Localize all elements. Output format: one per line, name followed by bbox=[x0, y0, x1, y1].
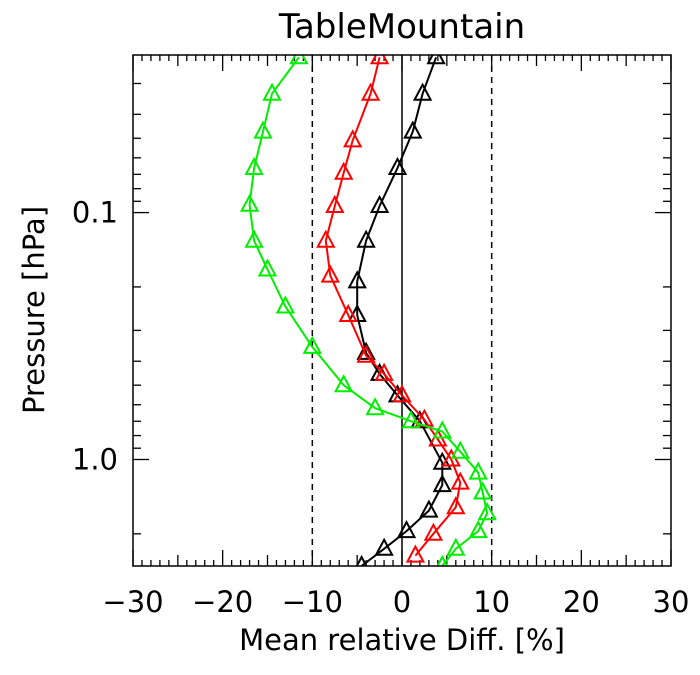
x-axis-label: Mean relative Diff. [%] bbox=[239, 623, 565, 657]
series-2 bbox=[239, 55, 497, 566]
data-point bbox=[374, 362, 394, 381]
data-point bbox=[446, 496, 466, 515]
data-point bbox=[365, 397, 385, 416]
data-point bbox=[450, 440, 470, 459]
x-tick-label: −10 bbox=[282, 585, 343, 619]
data-point bbox=[347, 270, 367, 289]
data-point bbox=[262, 82, 282, 101]
x-tick-label: 10 bbox=[473, 585, 510, 619]
data-point bbox=[374, 537, 394, 556]
data-point bbox=[356, 229, 376, 248]
data-point bbox=[436, 554, 449, 566]
x-tick-label: 20 bbox=[563, 585, 600, 619]
data-point bbox=[446, 537, 466, 556]
chart-title: TableMountain bbox=[278, 7, 525, 47]
y-tick-label: 1.0 bbox=[72, 442, 118, 476]
data-point bbox=[473, 481, 493, 500]
data-point bbox=[369, 55, 390, 65]
y-tick-labels: 0.1 1.0 bbox=[72, 196, 118, 477]
data-point bbox=[396, 519, 417, 539]
data-point bbox=[302, 335, 322, 354]
x-tick-label: −20 bbox=[192, 585, 253, 619]
data-point bbox=[244, 156, 264, 175]
data-point bbox=[316, 229, 336, 248]
data-point bbox=[387, 156, 408, 175]
data-point bbox=[334, 161, 354, 180]
data-point bbox=[412, 82, 433, 101]
data-point bbox=[338, 303, 358, 322]
reference-lines bbox=[311, 55, 493, 566]
data-point bbox=[320, 264, 340, 283]
data-point bbox=[403, 120, 423, 139]
data-point bbox=[244, 229, 264, 248]
data-point bbox=[468, 461, 488, 480]
data-point bbox=[356, 341, 376, 360]
series-1 bbox=[316, 55, 470, 563]
data-point bbox=[432, 473, 452, 493]
x-tick-label: 30 bbox=[653, 585, 690, 619]
y-axis-label: Pressure [hPa] bbox=[17, 206, 51, 414]
data-point bbox=[275, 295, 296, 314]
data-point bbox=[355, 554, 368, 566]
data-point bbox=[369, 194, 390, 213]
data-point bbox=[426, 55, 446, 65]
data-point bbox=[253, 120, 273, 139]
data-point bbox=[289, 55, 309, 65]
data-point bbox=[392, 384, 412, 403]
data-point bbox=[334, 374, 354, 393]
series-layer bbox=[239, 55, 497, 566]
x-tick-label: −30 bbox=[102, 585, 163, 619]
data-point bbox=[239, 193, 260, 212]
data-point bbox=[468, 519, 488, 539]
plot-frame bbox=[132, 54, 672, 567]
data-point bbox=[401, 410, 421, 429]
data-point bbox=[257, 258, 278, 277]
data-point bbox=[477, 502, 497, 521]
data-point bbox=[405, 544, 426, 563]
data-point bbox=[356, 344, 376, 363]
data-point bbox=[450, 471, 470, 490]
data-point bbox=[343, 129, 363, 148]
series-line bbox=[356, 56, 444, 566]
data-point bbox=[423, 522, 444, 541]
x-tick-label: 0 bbox=[393, 585, 411, 619]
data-point bbox=[419, 499, 439, 518]
data-point bbox=[325, 194, 345, 213]
y-tick-label: 0.1 bbox=[72, 196, 118, 230]
series-0 bbox=[347, 55, 452, 566]
data-point bbox=[432, 420, 452, 439]
data-point bbox=[360, 82, 381, 101]
x-tick-labels: −30 −20 −10 0 10 20 30 bbox=[102, 585, 689, 619]
